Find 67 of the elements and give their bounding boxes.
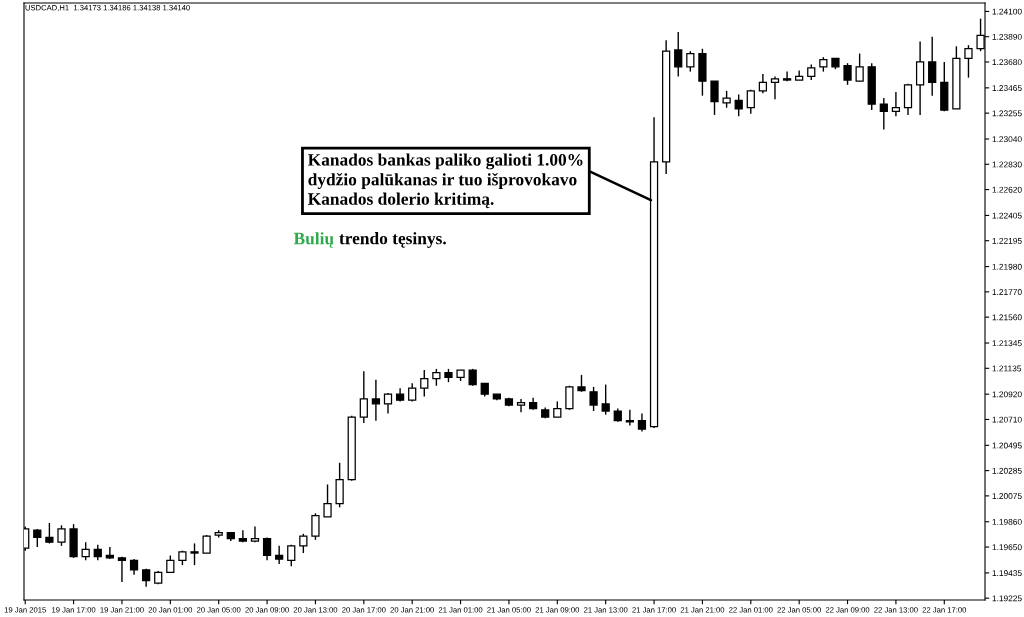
candlestick	[903, 82, 913, 116]
candlestick	[238, 529, 248, 543]
y-tick-label: 1.20710	[992, 416, 1022, 423]
y-tick-label: 1.20495	[992, 442, 1022, 449]
candlestick	[516, 398, 526, 413]
candlestick	[383, 392, 393, 415]
candlestick	[33, 528, 42, 548]
candlestick	[565, 385, 574, 411]
y-tick-label: 1.22195	[992, 237, 1022, 244]
annotation: Kanados bankas paliko galioti 1.00% dydžio palūkanas ir tuo išprovokavo Kanados dolerio kritimą.	[307, 153, 583, 209]
y-tick-label: 1.19860	[992, 518, 1022, 525]
candlestick	[371, 379, 381, 422]
candlestick	[275, 545, 284, 565]
candlestick	[710, 80, 719, 116]
candlestick	[782, 70, 792, 82]
candlestick	[964, 44, 973, 79]
candlestick	[601, 383, 610, 416]
y-tick-label: 1.23040	[992, 136, 1022, 143]
candlestick	[758, 73, 768, 94]
candlestick	[420, 369, 429, 398]
y-tick-label: 1.23680	[992, 59, 1022, 66]
candlestick	[202, 534, 211, 554]
y-tick-label: 1.24100	[992, 8, 1022, 15]
candlestick	[843, 62, 852, 86]
candlestick	[891, 91, 901, 117]
candlestick	[734, 93, 743, 117]
candlestick	[879, 97, 888, 131]
candlestick	[855, 52, 864, 82]
candlestick	[190, 542, 199, 566]
y-tick-label: 1.23890	[992, 33, 1022, 40]
candlestick	[746, 88, 755, 115]
candlestick	[81, 541, 90, 561]
y-tick-label: 1.20920	[992, 391, 1022, 398]
y-tick-label: 1.21345	[992, 340, 1022, 347]
candlestick	[915, 40, 925, 116]
y-tick-label: 1.19225	[992, 595, 1022, 602]
y-tick-label: 1.20285	[992, 467, 1022, 474]
y-tick-label: 1.19650	[992, 544, 1022, 551]
y-tick-label: 1.22405	[992, 212, 1022, 219]
y-tick-label: 1.21135	[992, 365, 1022, 372]
candlestick	[637, 412, 647, 433]
y-tick-label: 1.20075	[992, 493, 1022, 499]
candlestick	[795, 69, 804, 81]
y-tick-label: 1.22830	[992, 161, 1022, 168]
candlestick	[625, 409, 634, 427]
y-tick-label: 1.21770	[992, 289, 1022, 295]
annotation: Bulių trendo tęsinys.	[293, 232, 446, 248]
candlestick	[105, 546, 114, 560]
candlestick	[770, 75, 780, 100]
y-tick-label: 1.21980	[992, 263, 1022, 270]
candlestick	[299, 533, 308, 554]
candlestick	[589, 386, 598, 412]
candlestick	[686, 50, 695, 73]
candlestick	[674, 31, 683, 78]
candlestick	[57, 524, 66, 547]
y-tick-label: 1.22620	[992, 186, 1022, 193]
candlestick	[117, 555, 127, 583]
y-tick-label: 1.23465	[992, 85, 1022, 91]
candlestick	[928, 36, 937, 97]
y-tick-label: 1.23255	[992, 110, 1022, 117]
candlestick	[262, 536, 272, 561]
y-tick-label: 1.19435	[992, 570, 1022, 577]
candlestick	[311, 512, 320, 541]
candlestick	[359, 370, 368, 424]
candlestick	[323, 483, 332, 518]
y-tick-label: 1.21560	[992, 314, 1022, 321]
candlestick	[250, 525, 260, 543]
